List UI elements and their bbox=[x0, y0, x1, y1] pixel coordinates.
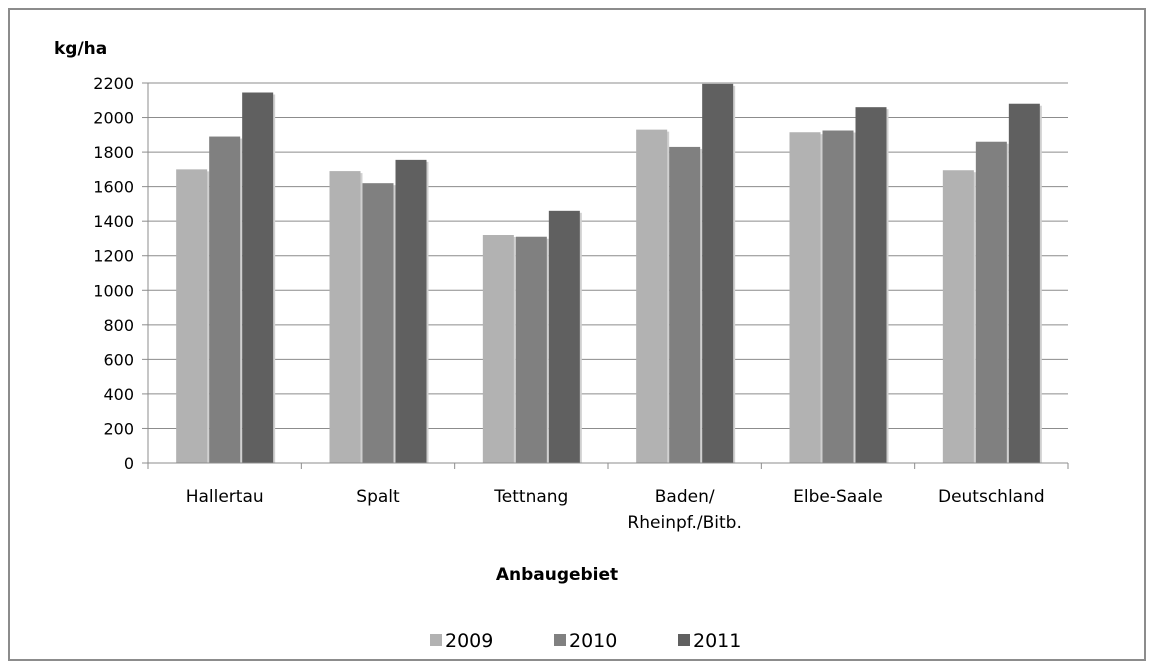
y-tick-label: 400 bbox=[103, 385, 134, 404]
y-tick-label: 0 bbox=[124, 454, 134, 473]
bars bbox=[176, 83, 1042, 464]
legend-swatch-2009 bbox=[430, 634, 442, 646]
y-tick-label: 800 bbox=[103, 316, 134, 335]
y-tick-label: 1600 bbox=[93, 178, 134, 197]
bar-2010-1 bbox=[362, 183, 394, 463]
y-tick-label: 1400 bbox=[93, 212, 134, 231]
legend-label-2009: 2009 bbox=[445, 630, 493, 652]
bar-2011-0 bbox=[242, 92, 274, 463]
y-tick-label: 1000 bbox=[93, 281, 134, 300]
bar-2009-4 bbox=[789, 132, 821, 463]
bar-2011-5 bbox=[1008, 103, 1040, 464]
bar-2009-3 bbox=[636, 129, 668, 463]
bar-2010-4 bbox=[822, 130, 854, 463]
axes bbox=[147, 83, 1069, 469]
bar-2009-2 bbox=[482, 235, 514, 463]
bar-2010-3 bbox=[669, 146, 701, 463]
bar-2009-0 bbox=[176, 169, 208, 463]
y-tick-label: 2200 bbox=[93, 74, 134, 93]
bar-2011-3 bbox=[702, 83, 734, 463]
legend-swatch-2011 bbox=[678, 634, 690, 646]
y-tick-label: 1800 bbox=[93, 143, 134, 162]
bar-2010-5 bbox=[975, 141, 1007, 463]
x-category-label: Deutschland bbox=[938, 487, 1045, 507]
bar-2011-1 bbox=[395, 159, 427, 463]
x-axis-label: Anbaugebiet bbox=[496, 565, 618, 585]
x-category-labels: Hallertau Spalt Tettnang Baden/Rheinpf./Bit… bbox=[186, 487, 1045, 533]
y-tick-label: 600 bbox=[103, 350, 134, 369]
x-category-label: Tettnang bbox=[493, 487, 568, 507]
y-tick-label: 2000 bbox=[93, 109, 134, 128]
x-category-label: Spalt bbox=[356, 487, 400, 507]
legend: 2009 2010 2011 bbox=[430, 630, 741, 652]
chart-frame: 0 200 400 600 800 1000 1200 1400 1600 1800 2000 220… bbox=[8, 8, 1146, 661]
x-category-label: Rheinpf./Bitb. bbox=[627, 513, 741, 533]
bar-2010-0 bbox=[209, 136, 241, 463]
bar-2009-1 bbox=[329, 171, 361, 463]
y-tick-labels: 0 200 400 600 800 1000 1200 1400 1600 1800 2000 220… bbox=[93, 74, 134, 473]
x-category-label: Hallertau bbox=[186, 487, 264, 507]
x-category-label: Baden/ bbox=[655, 487, 715, 507]
y-axis-label: kg/ha bbox=[54, 39, 107, 59]
legend-swatch-2010 bbox=[554, 634, 566, 646]
y-tick-label: 200 bbox=[103, 419, 134, 438]
bar-2011-4 bbox=[855, 107, 887, 463]
bar-2011-2 bbox=[548, 210, 580, 463]
legend-label-2010: 2010 bbox=[569, 630, 617, 652]
bar-2010-2 bbox=[515, 236, 547, 463]
y-tick-label: 1200 bbox=[93, 247, 134, 266]
bar-2009-5 bbox=[942, 170, 974, 463]
bar-chart: 0 200 400 600 800 1000 1200 1400 1600 1800 2000 220… bbox=[54, 39, 1069, 652]
x-category-label: Elbe-Saale bbox=[793, 487, 883, 507]
legend-label-2011: 2011 bbox=[693, 630, 741, 652]
gridlines bbox=[142, 82, 1068, 464]
